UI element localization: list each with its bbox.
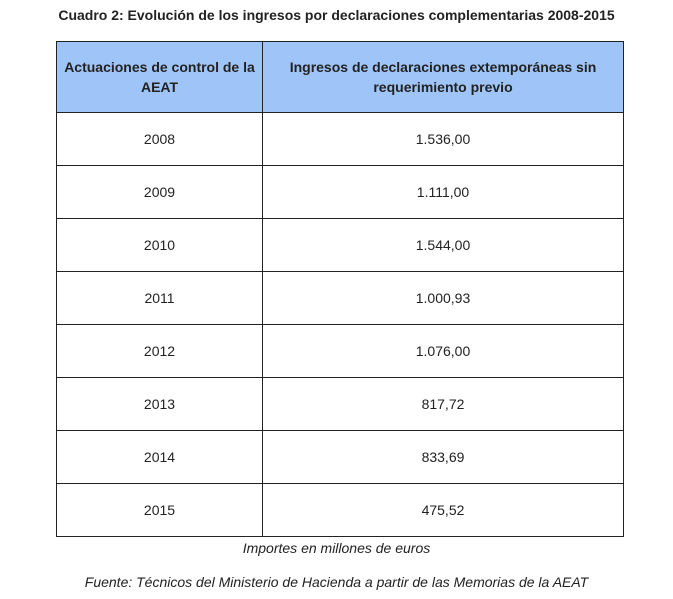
header-cell: Actuaciones de control de la AEAT xyxy=(56,41,263,113)
table-cell: 1.076,00 xyxy=(262,324,624,378)
table-cell: 2009 xyxy=(56,165,263,219)
header-row: Actuaciones de control de la AEAT Ingres… xyxy=(56,41,624,113)
header-cell: Ingresos de declaraciones extemporáneas … xyxy=(262,41,624,113)
table-cell: 1.536,00 xyxy=(262,112,624,166)
table-cell: 833,69 xyxy=(262,430,624,484)
note: Importes en millones de euros xyxy=(242,540,431,556)
table-cell: 2010 xyxy=(56,218,263,272)
table-row: 2009 1.111,00 xyxy=(56,165,624,219)
table-row: 2013 817,72 xyxy=(56,377,624,431)
table-cell: 1.000,93 xyxy=(262,271,624,325)
table-cell: 2014 xyxy=(56,430,263,484)
data-table: Actuaciones de control de la AEAT Ingres… xyxy=(56,41,624,537)
table-row: 2012 1.076,00 xyxy=(56,324,624,378)
table-cell: 817,72 xyxy=(262,377,624,431)
table-cell: 475,52 xyxy=(262,483,624,537)
table-cell: 2012 xyxy=(56,324,263,378)
table-cell: 2015 xyxy=(56,483,263,537)
table-cell: 1.111,00 xyxy=(262,165,624,219)
table-cell: 2008 xyxy=(56,112,263,166)
table-row: 2011 1.000,93 xyxy=(56,271,624,325)
table-cell: 2011 xyxy=(56,271,263,325)
table-row: 2015 475,52 xyxy=(56,483,624,537)
table-row: 2008 1.536,00 xyxy=(56,112,624,166)
source: Fuente: Técnicos del Ministerio de Hacie… xyxy=(84,574,589,590)
table-row: 2014 833,69 xyxy=(56,430,624,484)
table-cell: 2013 xyxy=(56,377,263,431)
table-row: 2010 1.544,00 xyxy=(56,218,624,272)
title: Cuadro 2: Evolución de los ingresos por … xyxy=(58,7,615,23)
table-cell: 1.544,00 xyxy=(262,218,624,272)
